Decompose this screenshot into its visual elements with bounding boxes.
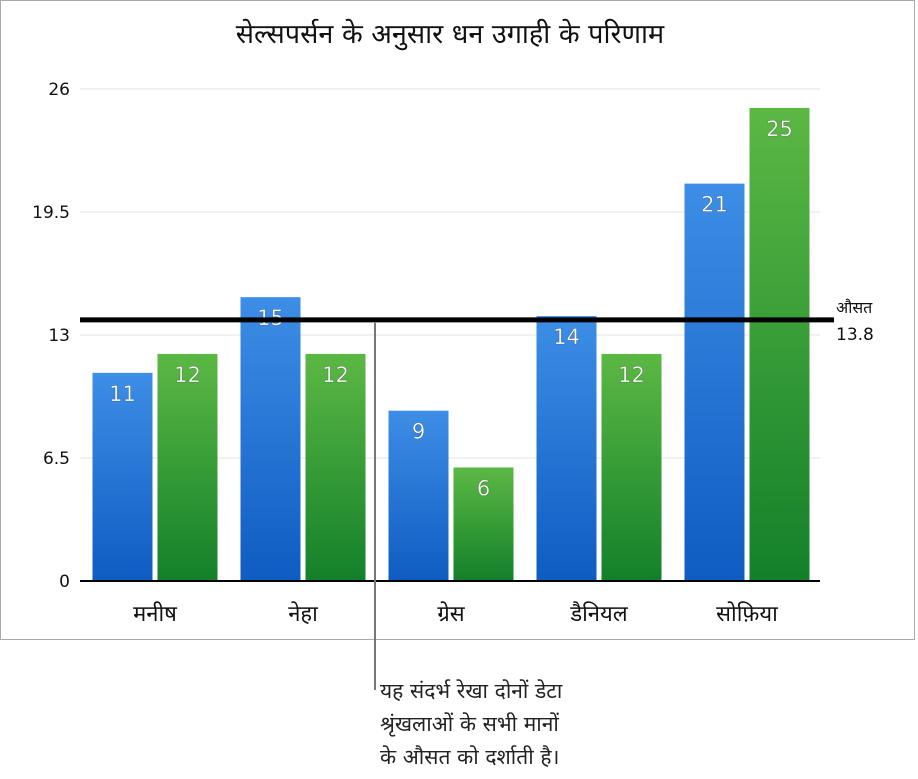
y-tick-label: 0 bbox=[59, 572, 70, 592]
x-tick-label: मनीष bbox=[133, 601, 178, 627]
x-tick-label: सोफ़िया bbox=[716, 601, 778, 627]
callout-annotation: यह संदर्भ रेखा दोनों डेटा श्रृंखलाओं के … bbox=[380, 679, 563, 769]
bar-value-label: 12 bbox=[618, 363, 645, 387]
bar bbox=[92, 372, 153, 581]
y-tick-label: 19.5 bbox=[32, 203, 70, 223]
x-tick-label: नेहा bbox=[288, 601, 318, 627]
bar bbox=[388, 410, 449, 581]
bar bbox=[749, 107, 810, 581]
bar bbox=[157, 353, 218, 581]
bar-value-label: 11 bbox=[109, 382, 136, 406]
bar-value-label: 14 bbox=[553, 325, 580, 349]
bar bbox=[684, 183, 745, 581]
y-tick-label: 13 bbox=[48, 326, 70, 346]
x-tick-label: डैनियल bbox=[569, 601, 628, 627]
bar-value-label: 6 bbox=[477, 476, 490, 500]
y-tick-label: 6.5 bbox=[43, 449, 70, 469]
bar bbox=[453, 467, 514, 581]
x-tick-label: ग्रेस bbox=[437, 601, 465, 627]
y-tick-label: 26 bbox=[48, 80, 70, 100]
bar bbox=[536, 316, 597, 581]
bars bbox=[92, 107, 810, 581]
chart-title: सेल्सपर्सन के अनुसार धन उगाही के परिणाम bbox=[236, 18, 665, 51]
bar bbox=[601, 353, 662, 581]
y-axis-ticks: 0 6.5 13 19.5 26 bbox=[32, 80, 70, 592]
bar-value-label: 21 bbox=[701, 193, 728, 217]
data-labels: 111215129614122125 bbox=[109, 117, 793, 501]
bar bbox=[240, 297, 301, 581]
reference-line-value: 13.8 bbox=[836, 325, 874, 345]
bar-value-label: 12 bbox=[174, 363, 201, 387]
bar-value-label: 25 bbox=[766, 117, 793, 141]
x-axis-ticks: मनीष नेहा ग्रेस डैनियल सोफ़िया bbox=[133, 601, 778, 627]
reference-line-label: औसत bbox=[836, 298, 873, 317]
bar-value-label: 12 bbox=[322, 363, 349, 387]
bar bbox=[305, 353, 366, 581]
bar-value-label: 9 bbox=[412, 420, 425, 444]
